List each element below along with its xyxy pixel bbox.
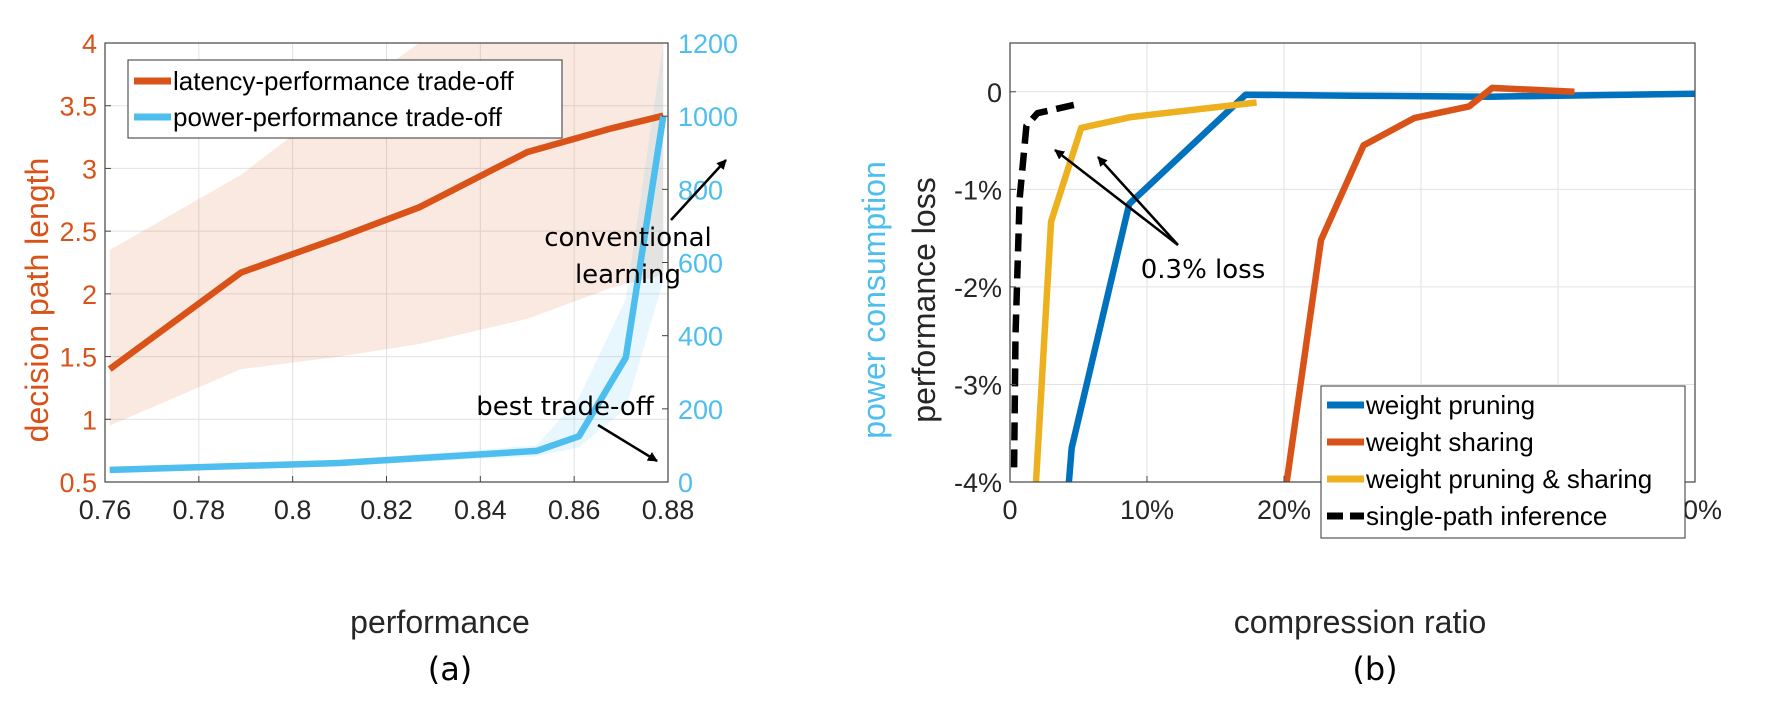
x-tick-label: 0.82 [360, 495, 413, 525]
chart-b-y-axis-label: performance loss [906, 177, 942, 422]
x-tick-label: 0 [1002, 495, 1017, 525]
y2-tick-label: 200 [678, 395, 723, 425]
legend-label-weight-pruning: weight pruning [1365, 390, 1535, 420]
chart-b: 010%20%30%40%50% -4%-3%-2%-1%0 compressi… [906, 42, 1722, 688]
y2-tick-label: 1000 [678, 102, 738, 132]
y-tick-label: 3 [82, 154, 97, 184]
series-line-single-path [1010, 101, 1077, 468]
y-tick-label: 3.5 [59, 92, 97, 122]
legend-label-latency: latency-performance trade-off [173, 66, 514, 96]
chart-a-legend-box [127, 59, 563, 139]
annotation-loss: 0.3% loss [1054, 149, 1266, 285]
series-line-pruning-sharing [1032, 99, 1257, 483]
y-tick-label: 2.5 [59, 217, 97, 247]
x-tick-label: 20% [1257, 495, 1311, 525]
y-tick-label: 2 [82, 280, 97, 310]
annotation-text-learning: learning [575, 260, 681, 290]
chart-b-caption: (b) [1352, 650, 1397, 688]
x-tick-label: 0.88 [642, 495, 695, 525]
annotation-text-best: best trade-off [476, 392, 655, 422]
series-line-power [109, 115, 667, 474]
legend-label-power: power-performance trade-off [173, 102, 503, 132]
chart-a-legend: latency-performance trade-off power-perf… [127, 59, 563, 139]
chart-a-y-ticks: 0.5 1 1.5 2 2.5 3 3.5 4 [59, 29, 111, 498]
y-tick-label: 0.5 [59, 468, 97, 498]
y-tick-label: 0 [987, 78, 1002, 108]
y2-tick-label: 1200 [678, 29, 738, 59]
y-tick-label: -4% [954, 468, 1002, 498]
band-latency [109, 43, 664, 426]
annotation-arrow-best [597, 423, 658, 463]
y-tick-label: -3% [954, 370, 1002, 400]
chart-a-lines [107, 112, 667, 474]
y2-tick-label: 0 [678, 468, 693, 498]
chart-a: 0.76 0.78 0.8 0.82 0.84 0.86 0.88 0.5 1 1.5 2 2.5 3… [19, 29, 892, 688]
annotation-arrow-loss-1 [1054, 149, 1179, 246]
y2-tick-label: 400 [678, 322, 723, 352]
annotation-text-loss: 0.3% loss [1141, 255, 1266, 285]
chart-b-x-axis-label: compression ratio [1234, 604, 1487, 640]
series-line-weight-sharing [1283, 84, 1575, 483]
annotation-arrow-loss-2 [1097, 156, 1179, 246]
y2-tick-label: 600 [678, 249, 723, 279]
series-line-latency [107, 112, 665, 372]
y2-tick-label: 800 [678, 175, 723, 205]
x-tick-label: 0.84 [454, 495, 507, 525]
chart-b-lines [1010, 84, 1696, 483]
y-tick-label: 1.5 [59, 343, 97, 373]
y-tick-label: -2% [954, 273, 1002, 303]
chart-b-legend-box [1320, 385, 1686, 539]
series-line-weight-pruning [1065, 90, 1696, 483]
y-tick-label: -1% [954, 175, 1002, 205]
x-tick-label: 10% [1120, 495, 1174, 525]
chart-a-x-axis-label: performance [350, 604, 530, 640]
x-tick-label: 0.78 [173, 495, 226, 525]
chart-b-y-ticks: -4% -3% -2% -1% 0 [954, 78, 1016, 498]
annotation-best-trade-off: best trade-off [476, 392, 658, 463]
legend-label-pruning-sharing: weight pruning & sharing [1365, 464, 1652, 494]
legend-label-single-path: single-path inference [1366, 501, 1607, 531]
chart-a-y-axis-label: decision path length [19, 158, 55, 443]
annotation-arrow-conventional [670, 159, 727, 221]
annotation-conventional-learning: conventional learning [544, 159, 727, 290]
chart-a-y2-axis-label: power consumption [856, 161, 892, 438]
chart-a-bands [109, 43, 664, 472]
x-tick-label: 0.8 [274, 495, 312, 525]
y-tick-label: 4 [82, 29, 97, 59]
x-tick-label: 0.76 [79, 495, 132, 525]
legend-label-weight-sharing: weight sharing [1365, 427, 1534, 457]
chart-a-x-ticks: 0.76 0.78 0.8 0.82 0.84 0.86 0.88 [79, 476, 695, 525]
y-tick-label: 1 [82, 405, 97, 435]
chart-a-caption: (a) [428, 650, 473, 688]
chart-a-y2-ticks: 0 200 400 600 800 1000 1200 [662, 29, 738, 498]
annotation-text-conventional: conventional [544, 223, 712, 253]
x-tick-label: 0.86 [548, 495, 601, 525]
chart-b-legend: weight pruning weight sharing weight pru… [1320, 385, 1686, 539]
